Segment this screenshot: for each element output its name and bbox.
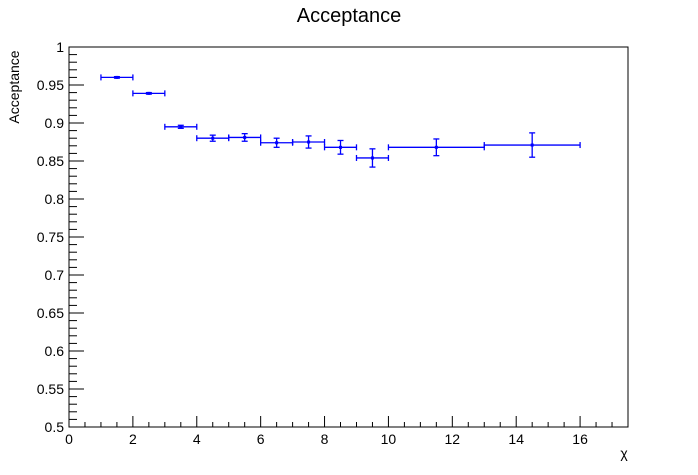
y-tick-label: 0.65 [37, 305, 64, 321]
data-points [100, 74, 581, 168]
plot-frame [68, 46, 629, 428]
data-point [291, 135, 326, 149]
y-tick-label: 1 [56, 39, 64, 55]
y-tick-label: 0.5 [45, 419, 65, 435]
x-tick-label: 0 [65, 431, 73, 447]
point-marker [243, 135, 247, 139]
y-tick-label: 0.8 [45, 191, 65, 207]
x-tick-label: 4 [193, 431, 201, 447]
x-axis: 0 2 4 6 8 10 12 14 16 [65, 416, 629, 447]
x-tick-label: 8 [321, 431, 329, 447]
point-marker [434, 145, 438, 149]
y-tick-label: 0.9 [45, 115, 65, 131]
x-tick-label: 6 [257, 431, 265, 447]
point-marker [339, 145, 343, 149]
x-tick-label: 16 [572, 431, 588, 447]
point-marker [179, 125, 183, 129]
data-point [387, 138, 485, 157]
data-point [355, 148, 390, 168]
point-marker [275, 141, 279, 145]
point-marker [211, 136, 215, 140]
y-tick-label: 0.55 [37, 381, 64, 397]
x-tick-label: 2 [129, 431, 137, 447]
data-point [164, 123, 198, 130]
point-marker [307, 140, 311, 144]
point-marker [147, 91, 151, 95]
data-point [260, 137, 294, 148]
x-tick-label: 10 [381, 431, 397, 447]
x-tick-label: 14 [508, 431, 524, 447]
data-point [228, 132, 262, 142]
y-tick-label: 0.75 [37, 229, 64, 245]
y-tick-label: 0.95 [37, 77, 64, 93]
data-point [483, 132, 581, 158]
y-tick-label: 0.7 [45, 267, 65, 283]
data-point [132, 90, 166, 97]
x-tick-label: 12 [445, 431, 461, 447]
data-point [196, 134, 230, 142]
x-axis-title: χ [620, 445, 628, 461]
chart-title: Acceptance [297, 5, 402, 27]
y-tick-label: 0.6 [45, 343, 65, 359]
point-marker [370, 156, 374, 160]
point-marker [530, 143, 534, 147]
point-marker [115, 75, 119, 79]
y-axis-title: Acceptance [6, 50, 22, 123]
data-point [323, 139, 358, 155]
data-point [100, 74, 134, 81]
y-axis: 0.5 0.55 0.6 0.65 0.7 0.75 0.8 0.85 0.9 0.95 1 [37, 39, 84, 435]
y-tick-label: 0.85 [37, 153, 64, 169]
